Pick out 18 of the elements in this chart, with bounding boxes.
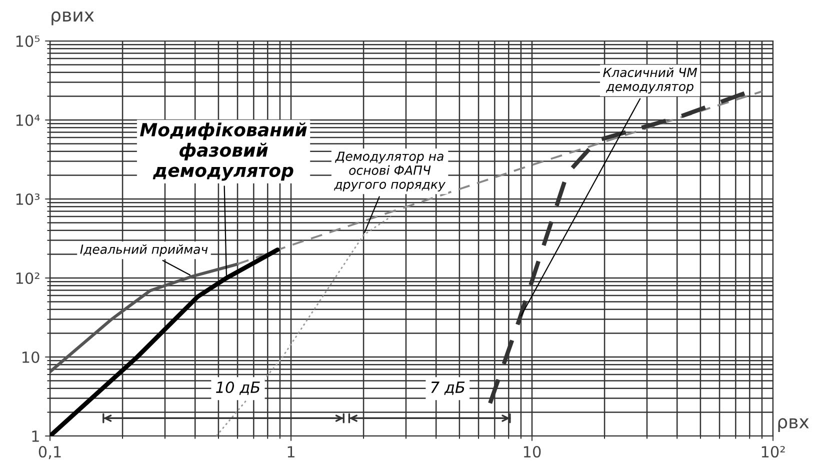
x-tick-label: 10² <box>762 446 785 458</box>
x-tick-label: 1 <box>288 446 294 458</box>
annotation: Демодулятор на основі ФАПЧ другого порядку <box>334 152 446 192</box>
x-tick-label: 0,1 <box>38 446 61 460</box>
annotation: 10 дБ <box>216 381 260 395</box>
annotation: Ідеальний приймач <box>80 244 208 256</box>
y-tick-label: 10⁴ <box>16 114 40 126</box>
y-tick-label: 10³ <box>16 193 40 206</box>
x-tick-label: 10 <box>524 446 541 458</box>
annotation: Модифікований фазовий демодулятор <box>140 122 307 181</box>
annotation: Класичний ЧМ демодулятор <box>603 68 698 94</box>
annotation: 7 дБ <box>431 382 465 395</box>
y-axis-title: ρвих <box>52 11 94 26</box>
y-tick-label: 10² <box>16 272 40 284</box>
x-axis-title: ρвх <box>778 418 809 432</box>
y-tick-label: 1 <box>32 430 39 442</box>
y-tick-label: 10⁵ <box>16 35 40 48</box>
y-tick-label: 10 <box>22 351 40 364</box>
